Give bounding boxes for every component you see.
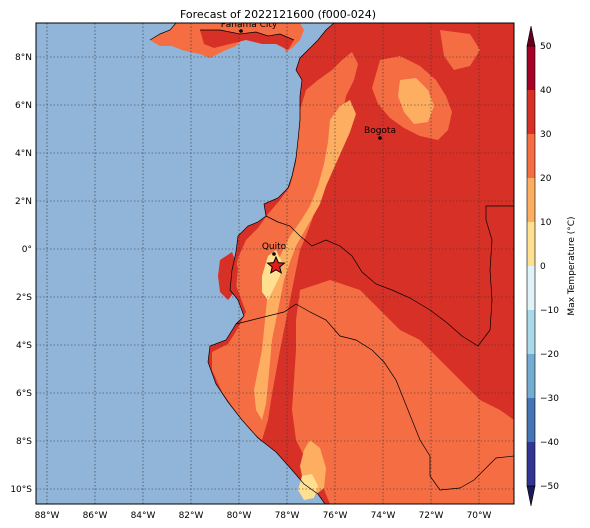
lat-tick-0: 0°: [22, 245, 32, 255]
colorbar-band-neg50-neg40: [527, 442, 535, 486]
colorbar-band-neg30-neg20: [527, 354, 535, 398]
lon-tick-80W: 80°W: [227, 511, 252, 521]
city-label-bogota: Bogota: [364, 126, 396, 136]
colorbar-tick-20: 20: [540, 174, 552, 184]
lat-tick-10S: 10°S: [10, 485, 32, 495]
country-borders: [149, 23, 514, 504]
temp-band-10-20-north: [398, 78, 434, 124]
colorbar-extend-bottom: [526, 485, 536, 507]
lat-tick-6S: 6°S: [16, 389, 32, 399]
colorbar-tick-neg10: −10: [540, 306, 559, 316]
temp-band-10-20: [254, 100, 356, 420]
colorbar-frame: [526, 45, 536, 487]
colorbar-tick-40: 40: [540, 86, 552, 96]
city-dot-panama: [239, 29, 243, 33]
colorbar-band-0-10: [527, 222, 535, 266]
lat-tick-8N: 8°N: [15, 53, 32, 63]
lat-tick-4S: 4°S: [16, 341, 32, 351]
lon-axis: 88°W 86°W 84°W 82°W 80°W 78°W 76°W 74°W …: [35, 511, 492, 521]
lat-tick-4N: 4°N: [15, 149, 32, 159]
city-dot-bogota: [378, 136, 382, 140]
colorbar-band-40-50: [527, 46, 535, 90]
colorbar-band-neg10-0: [527, 266, 535, 310]
lat-tick-2S: 2°S: [16, 293, 32, 303]
gridlines: [36, 23, 514, 504]
colorbar-extend-top: [526, 25, 536, 47]
lon-tick-84W: 84°W: [131, 511, 156, 521]
star-marker-icon: [266, 255, 286, 274]
lon-tick-78W: 78°W: [275, 511, 300, 521]
chart-title: Forecast of 2022121600 (f000-024): [180, 8, 376, 21]
colorbar-tick-50: 50: [540, 42, 552, 52]
city-label-quito: Quito: [262, 242, 287, 252]
lon-tick-72W: 72°W: [419, 511, 444, 521]
colorbar-band-10-20: [527, 178, 535, 222]
lon-tick-74W: 74°W: [371, 511, 396, 521]
temp-band-20-30-east: [292, 280, 514, 504]
colorbar-tick-neg20: −20: [540, 350, 559, 360]
colorbar-band-neg40-neg30: [527, 398, 535, 442]
colorbar-tick-30: 30: [540, 130, 552, 140]
colorbar-tick-neg30: −30: [540, 394, 559, 404]
colorbar-band-neg20-neg10: [527, 310, 535, 354]
colorbar-tick-0: 0: [540, 262, 546, 272]
lat-tick-6N: 6°N: [15, 101, 32, 111]
land-panama: [200, 30, 294, 50]
colorbar-label: Max Temperature (°C): [567, 216, 577, 315]
lon-tick-70W: 70°W: [467, 511, 492, 521]
colorbar-tick-neg40: −40: [540, 438, 559, 448]
colorbar-tick-10: 10: [540, 218, 552, 228]
map-frame: [35, 22, 515, 505]
city-dot-quito: [272, 252, 276, 256]
lon-tick-86W: 86°W: [83, 511, 108, 521]
lat-axis: 8°N 6°N 4°N 2°N 0° 2°S 4°S 6°S 8°S 10°S: [10, 53, 32, 495]
lat-tick-2N: 2°N: [15, 197, 32, 207]
temp-band-20-30-ne: [440, 30, 480, 70]
lon-tick-82W: 82°W: [179, 511, 204, 521]
colorbar-band-30-40: [527, 90, 535, 134]
map-panel: Panama City Bogota Quito: [36, 20, 514, 504]
colorbar-band-20-30: [527, 134, 535, 178]
lat-tick-8S: 8°S: [16, 437, 32, 447]
colorbar-tick-neg50: −50: [540, 482, 559, 492]
colorbar: 50 40 30 20 10 0 −10 −20 −30 −40 −50 Max…: [526, 25, 577, 507]
lon-tick-76W: 76°W: [323, 511, 348, 521]
city-label-panama: Panama City: [221, 20, 278, 30]
lon-tick-88W: 88°W: [35, 511, 60, 521]
